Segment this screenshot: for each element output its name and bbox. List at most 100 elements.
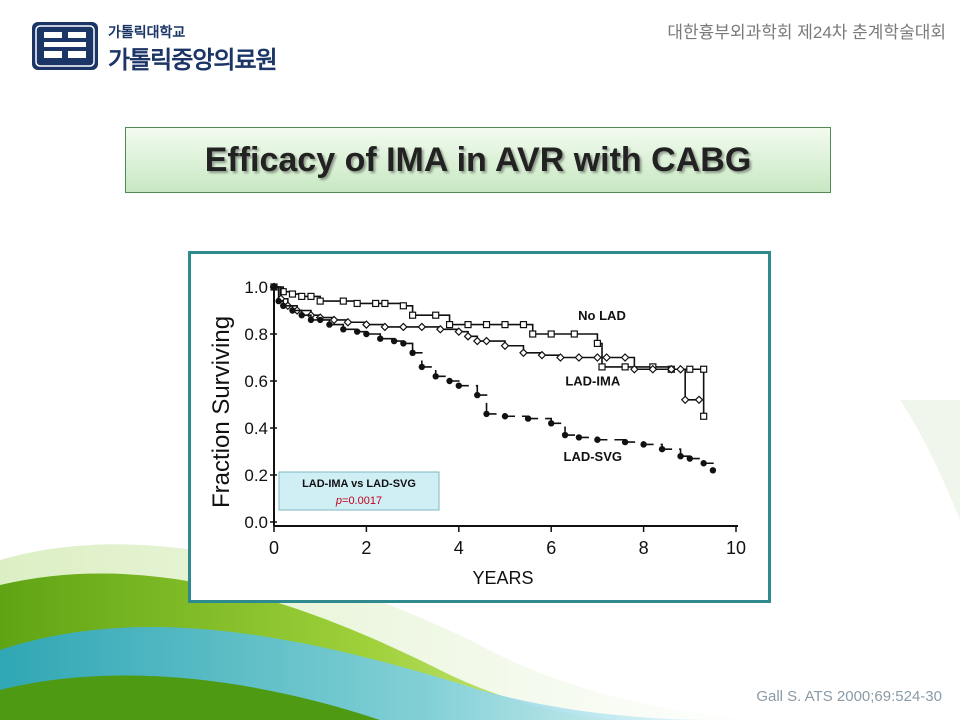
data-point [472, 336, 482, 346]
p-symbol: p [335, 495, 342, 507]
data-point [432, 311, 440, 319]
data-point [399, 302, 407, 310]
data-point [574, 353, 584, 362]
data-point [620, 353, 630, 362]
data-point [390, 337, 398, 345]
logo-medical-center-name: 가톨릭중앙의료원 [108, 47, 278, 74]
data-point [621, 363, 629, 371]
data-point [307, 316, 315, 324]
slide-title: Efficacy of IMA in AVR with CABG [204, 141, 752, 179]
p-value: =0.0017 [342, 495, 382, 507]
series-label-lad-ima: LAD-IMA [565, 374, 620, 389]
data-point [454, 327, 464, 336]
data-point [362, 320, 371, 329]
data-point [409, 349, 416, 356]
data-point [463, 332, 473, 341]
data-point [353, 328, 361, 335]
data-point [694, 395, 704, 405]
x-tick-label: 4 [454, 538, 464, 558]
data-point [377, 335, 384, 342]
data-point [658, 445, 666, 453]
y-tick-label: 0.6 [244, 372, 268, 391]
y-tick-label: 0.2 [244, 466, 268, 485]
data-point [417, 322, 427, 332]
data-point [575, 434, 583, 441]
data-point [700, 365, 708, 373]
comparison-label: LAD-IMA vs LAD-SVG [302, 478, 416, 490]
data-point [537, 350, 547, 360]
series-no-lad [270, 283, 708, 420]
y-tick-label: 0.4 [244, 419, 268, 438]
y-tick-label: 1.0 [244, 278, 268, 297]
data-point [317, 316, 324, 324]
series-label-no-lad: No LAD [578, 308, 626, 323]
data-point [372, 299, 380, 308]
data-point [630, 364, 639, 374]
data-point [519, 320, 528, 329]
data-point [289, 307, 296, 314]
data-point [455, 382, 462, 389]
data-point [602, 353, 611, 362]
data-point [435, 324, 445, 334]
data-point [275, 297, 282, 305]
data-point [621, 438, 629, 446]
data-point [418, 363, 426, 371]
data-point [288, 290, 297, 298]
data-point [329, 315, 339, 325]
data-point [524, 415, 532, 422]
survival-chart-svg: 0.0 0.2 0.4 0.6 0.8 1.0 0 2 4 6 8 10 Fraction Survi… [208, 278, 746, 588]
data-point [700, 460, 707, 467]
data-point [445, 320, 454, 329]
data-point [593, 353, 602, 362]
data-point [686, 455, 693, 462]
data-point [363, 330, 370, 338]
x-axis-label: YEARS [472, 568, 533, 588]
data-point [399, 322, 408, 332]
data-point [409, 311, 417, 319]
data-point [676, 364, 685, 374]
citation: Gall S. ATS 2000;69:524-30 [756, 688, 942, 705]
survival-chart: 0.0 0.2 0.4 0.6 0.8 1.0 0 2 4 6 8 10 Fraction Survi… [188, 251, 771, 603]
series-label-lad-svg: LAD-SVG [564, 449, 623, 464]
series-line [274, 286, 705, 417]
data-point [483, 410, 490, 418]
data-point [464, 320, 472, 329]
data-point [529, 330, 537, 338]
data-point [381, 299, 389, 308]
data-point [474, 391, 481, 399]
data-point [648, 364, 658, 374]
data-point [548, 420, 555, 427]
data-point [561, 431, 569, 439]
x-tick-label: 8 [639, 538, 649, 558]
data-point [343, 317, 353, 327]
series-labels: No LAD LAD-IMA LAD-SVG [564, 308, 626, 464]
data-point [680, 395, 690, 405]
y-tick-label: 0.8 [244, 325, 268, 344]
x-tick-label: 2 [361, 538, 371, 558]
slide-title-banner: Efficacy of IMA in AVR with CABG [125, 127, 831, 193]
y-axis-label: Fraction Surviving [208, 316, 235, 508]
data-point [547, 330, 555, 338]
data-point [482, 336, 491, 346]
data-point [482, 320, 491, 329]
chart-axes: 0.0 0.2 0.4 0.6 0.8 1.0 0 2 4 6 8 10 [244, 278, 746, 558]
data-point [307, 292, 315, 301]
catholic-seal-icon [32, 22, 98, 70]
data-point [700, 412, 708, 420]
data-point [570, 330, 578, 338]
data-point [353, 299, 361, 308]
logo-university-name: 가톨릭대학교 [108, 24, 186, 40]
data-point [594, 436, 601, 443]
data-point [677, 453, 684, 460]
x-tick-label: 10 [726, 538, 746, 558]
data-point [686, 365, 694, 373]
data-point [640, 441, 647, 448]
conference-name: 대한흉부외과학회 제24차 춘계학술대회 [667, 23, 946, 42]
data-point [501, 320, 509, 329]
data-point [446, 377, 453, 385]
data-point [326, 321, 333, 328]
data-point [500, 341, 510, 351]
data-point [593, 339, 601, 348]
data-point [666, 364, 676, 374]
data-point [501, 413, 509, 420]
